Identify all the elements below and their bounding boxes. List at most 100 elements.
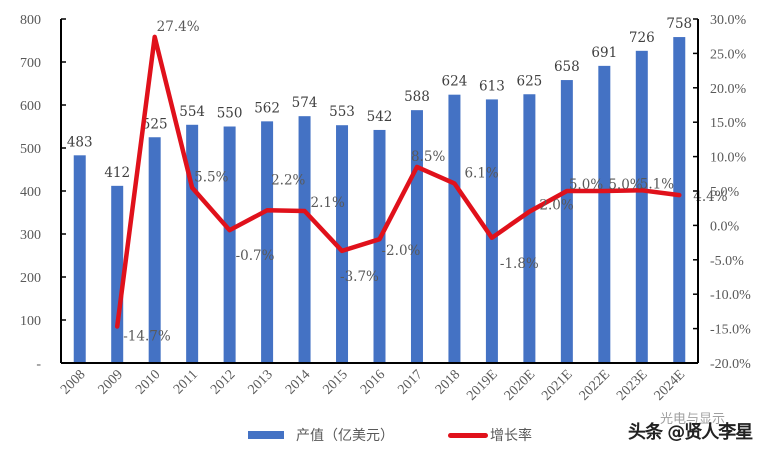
bar-2024E [673,37,686,364]
right-tick-label: -10.0% [710,288,751,303]
bar-2013 [261,121,274,363]
left-axis-ticks: - 100 200 300 400 500 600 700 800 [20,13,66,372]
x-tick-label: 2019E [464,367,500,403]
legend-label-output: 产值（亿美元） [296,428,394,444]
bar-series [73,37,686,364]
growth-rate-label: 2.1% [311,195,345,211]
bar-value-label: 412 [104,165,130,181]
growth-rate-label: 5.1% [640,176,674,192]
bar-value-labels: 483 412 525 554 550 562 574 553 542 588 624 613 625 6… [67,16,692,181]
bar-2020E [523,94,536,363]
bar-2009 [111,185,124,363]
x-tick-label: 2009 [96,367,126,397]
x-tick-label: 2008 [58,367,88,397]
x-tick-label: 2013 [246,367,276,397]
bar-value-label: 588 [404,89,430,105]
growth-rate-label: -3.7% [340,269,379,285]
right-tick-label: 5.0% [710,185,740,200]
left-tick-label: 400 [20,185,41,200]
legend-item-growth: 增长率 [448,425,532,445]
bar-2015 [336,125,349,364]
bar-value-label: 613 [479,78,505,94]
right-tick-label: -15.0% [710,323,751,338]
bar-value-label: 726 [629,30,655,46]
x-tick-label: 2011 [171,367,201,397]
left-tick-label: 300 [20,228,41,243]
left-tick-label: 500 [20,142,41,157]
growth-rate-label: 2.2% [271,172,305,188]
bar-value-label: 624 [442,74,468,90]
watermark-subtitle: 光电与显示 [660,412,726,427]
x-tick-label: 2012 [208,367,238,397]
growth-rate-label: -2.0% [382,243,421,259]
bar-value-label: 554 [179,104,205,120]
bar-2011 [186,124,199,363]
right-tick-label: -5.0% [710,254,744,269]
x-tick-label: 2022E [577,367,613,403]
right-tick-label: 25.0% [710,47,747,62]
growth-rate-label: 27.4% [157,19,200,35]
x-tick-label: 2016 [358,367,388,397]
x-tick-label: 2014 [283,367,313,397]
x-tick-label: 2023E [614,367,650,403]
growth-rate-labels: -14.7% 27.4% 5.5% -0.7% 2.2% 2.1% -3.7%-2.0% 8.… [123,19,728,345]
left-tick-label: 700 [20,56,41,71]
bar-swatch-icon [248,431,284,439]
x-axis-ticks: 2008 2009 2010 2011 2012 2013 2014 2015 2016 2017… [58,367,688,403]
bar-value-label: 542 [367,109,393,125]
bar-value-label: 483 [67,134,93,150]
bar-2023E [635,50,648,363]
growth-rate-label: -1.8% [500,256,539,272]
x-tick-label: 2010 [133,367,163,397]
legend-item-output: 产值（亿美元） [248,425,394,445]
growth-rate-label: 4.4% [693,189,727,205]
growth-rate-label: 5.5% [194,170,228,186]
bar-2022E [598,65,611,364]
bar-value-label: 550 [217,106,243,122]
growth-rate-label: -0.7% [236,248,275,264]
x-tick-label: 2015 [320,367,350,397]
bar-2012 [223,126,236,363]
x-tick-label: 2020E [502,367,538,403]
bar-value-label: 625 [516,73,542,89]
growth-rate-label: -14.7% [123,329,171,345]
right-tick-label: 0.0% [710,219,740,234]
growth-rate-label: 2.0% [539,198,573,214]
bar-value-label: 574 [292,95,318,111]
legend: 产值（亿美元） 增长率 [248,425,586,445]
growth-rate-label: 6.1% [464,165,498,181]
bar-value-label: 691 [591,45,617,61]
right-tick-label: 15.0% [710,116,747,131]
left-tick-label: 100 [20,314,41,329]
left-tick-label: 200 [20,271,41,286]
left-tick-label: - [36,357,41,372]
legend-label-growth: 增长率 [490,428,532,444]
right-tick-label: 30.0% [710,13,747,28]
x-tick-label: 2018 [433,367,463,397]
growth-rate-label: 5.0% [608,177,642,193]
x-tick-label: 2021E [539,367,575,403]
bar-2016 [373,129,386,363]
line-swatch-icon [448,432,488,438]
x-tick-label: 2017 [395,367,425,397]
bar-value-label: 658 [554,59,580,75]
bar-2010 [148,137,161,363]
growth-rate-label: 8.5% [411,149,445,165]
right-tick-label: 10.0% [710,151,747,166]
left-tick-label: 800 [20,13,41,28]
x-tick-label: 2024E [652,367,688,403]
bar-2014 [298,116,311,364]
bar-2008 [73,155,86,363]
right-tick-label: -20.0% [710,357,751,372]
bar-value-label: 758 [666,16,692,32]
right-axis-ticks: -20.0% -15.0% -10.0% -5.0% 0.0% 5.0% 10.0% 15.0… [693,13,751,372]
bar-value-label: 525 [142,116,168,132]
bar-2019E [485,99,498,363]
growth-rate-line [114,34,682,329]
left-tick-label: 600 [20,99,41,114]
watermark: 头条 @贤人李星 [628,422,753,443]
growth-rate-label: 5.0% [569,177,603,193]
bar-2018 [448,94,461,364]
bar-value-label: 553 [329,104,355,120]
